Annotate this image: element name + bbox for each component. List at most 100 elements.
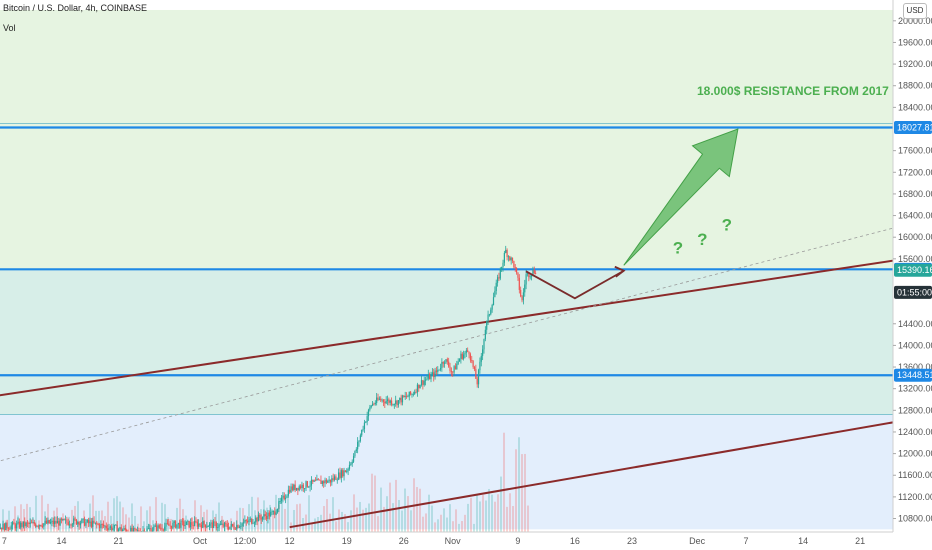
- candle-body: [230, 524, 232, 527]
- candle-body: [17, 521, 19, 524]
- candle-body: [30, 522, 33, 524]
- candle-body: [234, 528, 236, 530]
- price-tag-label: 18027.81: [897, 123, 932, 133]
- candle-body: [232, 524, 234, 526]
- candle-body: [351, 461, 353, 464]
- time-tick-label: 9: [515, 536, 520, 546]
- currency-badge[interactable]: USD: [903, 3, 927, 19]
- price-tag: [894, 285, 932, 299]
- candle-body: [522, 292, 524, 301]
- volume-bar: [464, 514, 466, 532]
- candle-body: [524, 284, 526, 293]
- candle-body: [233, 525, 235, 529]
- candle-body: [427, 374, 429, 379]
- volume-bar: [92, 495, 94, 532]
- candle-body: [488, 314, 491, 316]
- candle-body: [146, 528, 148, 532]
- candle-body: [6, 522, 8, 529]
- volume-bar: [11, 521, 13, 532]
- candle-body: [301, 484, 303, 489]
- candle-body: [120, 527, 122, 532]
- candle-body: [463, 354, 465, 359]
- candle-body: [263, 514, 265, 517]
- candle-body: [491, 304, 493, 310]
- volume-bar: [194, 500, 196, 532]
- candle-body: [450, 370, 452, 372]
- volume-bar: [443, 508, 445, 532]
- candle-body: [107, 528, 109, 530]
- candle-body: [378, 398, 380, 400]
- candle-body: [157, 525, 159, 532]
- volume-bar: [68, 516, 70, 532]
- candle-body: [282, 495, 284, 498]
- candle-body: [443, 362, 446, 364]
- candle-body: [202, 521, 204, 528]
- candle-body: [150, 528, 152, 533]
- candle-body: [343, 470, 345, 477]
- candle-body: [45, 520, 48, 524]
- target-arrow: [623, 128, 739, 266]
- candle-body: [48, 520, 50, 524]
- candle-body: [259, 514, 261, 518]
- candle-body: [479, 361, 481, 371]
- candle-body: [319, 479, 321, 481]
- candle-body: [272, 511, 275, 512]
- candle-body: [221, 523, 223, 525]
- volume-bar: [239, 507, 241, 532]
- volume-bar: [50, 518, 52, 532]
- candle-body: [124, 527, 126, 530]
- candle-body: [316, 478, 318, 481]
- candle-body: [437, 369, 439, 373]
- volume-bar: [404, 488, 406, 532]
- candle-body: [521, 296, 523, 301]
- volume-bar: [269, 504, 271, 532]
- volume-bar: [200, 505, 202, 532]
- volume-bar: [359, 501, 361, 532]
- candle-body: [405, 395, 408, 397]
- candle-body: [213, 521, 215, 528]
- candle-body: [408, 391, 410, 397]
- candle-body: [153, 526, 155, 531]
- volume-bar: [506, 506, 508, 532]
- candle-body: [323, 481, 325, 484]
- candle-body: [498, 277, 500, 279]
- candle-body: [381, 399, 383, 401]
- candle-body: [386, 399, 389, 402]
- candle-body: [66, 519, 68, 523]
- candle-body: [236, 525, 238, 530]
- candle-body: [160, 527, 162, 529]
- candle-body: [40, 524, 42, 527]
- candle-body: [173, 521, 175, 523]
- candle-body: [424, 379, 427, 381]
- candle-body: [397, 400, 400, 406]
- candle-body: [340, 470, 342, 478]
- time-tick-label: 7: [744, 536, 749, 546]
- candle-body: [248, 519, 250, 522]
- candle-body: [365, 421, 367, 423]
- candle-body: [14, 524, 16, 529]
- volume-bar: [425, 513, 427, 532]
- candle-body: [21, 522, 23, 527]
- volume-bar: [116, 496, 118, 532]
- time-tick-label: 12:00: [234, 536, 257, 546]
- volume-bar: [440, 514, 442, 532]
- candle-body: [73, 518, 75, 525]
- candle-body: [188, 520, 190, 528]
- candle-body: [25, 522, 27, 527]
- candle-body: [58, 521, 60, 526]
- candle-body: [418, 384, 420, 389]
- candle-body: [461, 353, 463, 359]
- candle-body: [332, 478, 334, 480]
- volume-bar: [371, 473, 373, 532]
- volume-bar: [86, 522, 88, 532]
- candle-body: [33, 522, 35, 525]
- price-tag: [894, 263, 932, 277]
- candle-body: [426, 378, 428, 380]
- candle-body: [179, 522, 181, 528]
- candle-body: [43, 523, 45, 527]
- candle-body: [513, 261, 515, 268]
- volume-bar: [392, 503, 394, 532]
- candle-body: [499, 268, 501, 279]
